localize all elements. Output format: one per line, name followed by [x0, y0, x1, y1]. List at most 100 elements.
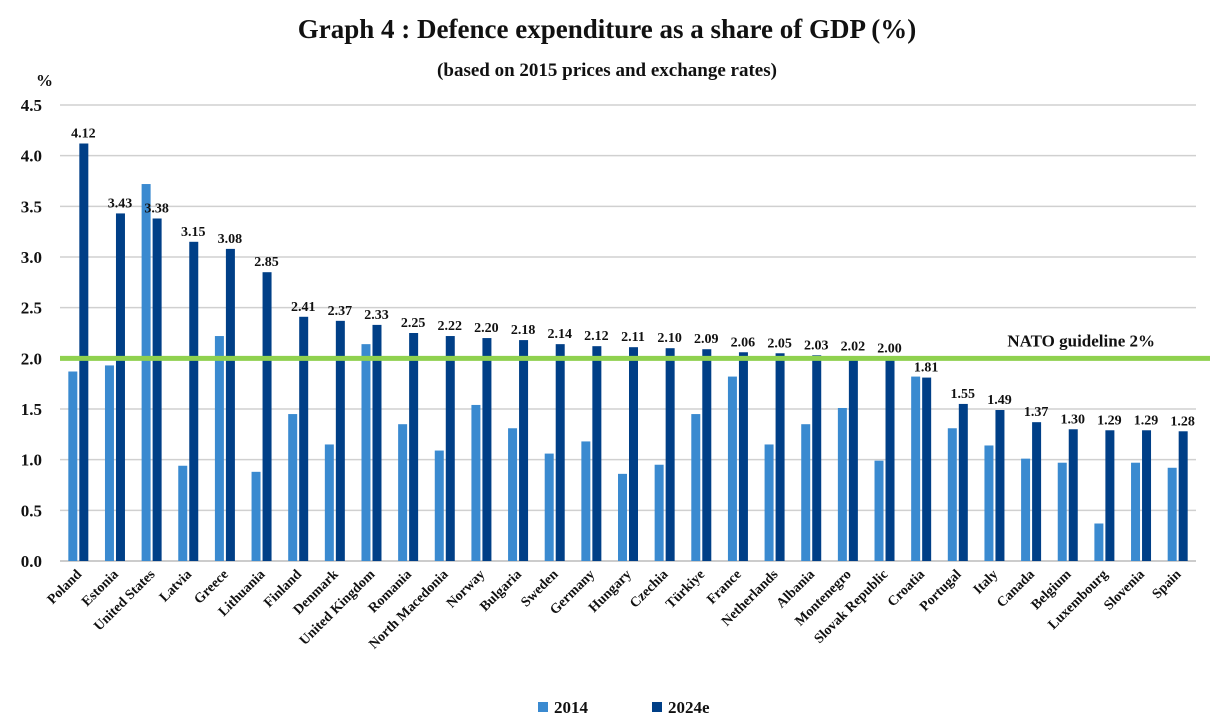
bar-2014: [544, 453, 554, 561]
data-label: 3.43: [108, 196, 133, 211]
legend-swatch: [538, 702, 548, 712]
x-tick-label: Spain: [1150, 567, 1185, 602]
bar-2014: [214, 336, 224, 561]
bar-2014: [1131, 462, 1141, 561]
bar-2024e: [555, 344, 565, 561]
y-tick-label: 2.0: [21, 349, 42, 368]
bar-2014: [1057, 462, 1067, 561]
data-label: 3.15: [181, 225, 206, 240]
data-label: 1.81: [914, 361, 939, 376]
data-label: 2.20: [474, 321, 499, 336]
data-label: 3.38: [144, 201, 169, 216]
bar-2024e: [885, 358, 895, 561]
bar-2024e: [665, 348, 675, 561]
y-tick-label: 2.5: [21, 299, 42, 318]
data-label: 1.29: [1097, 413, 1122, 428]
bar-2024e: [738, 352, 748, 561]
bar-2024e: [1032, 422, 1042, 561]
bar-2024e: [592, 346, 602, 561]
bar-2024e: [482, 338, 492, 561]
bar-2014: [471, 404, 481, 561]
data-label: 2.05: [767, 336, 792, 351]
y-tick-label: 3.5: [21, 197, 42, 216]
data-label: 2.03: [804, 338, 829, 353]
bar-2024e: [629, 347, 638, 561]
bar-2014: [104, 365, 114, 561]
bar-2024e: [995, 410, 1005, 561]
bar-2014: [764, 444, 774, 561]
legend-label: 2024e: [668, 698, 710, 717]
bar-2024e: [335, 320, 345, 561]
legend-label: 2014: [554, 698, 589, 717]
bar-2024e: [299, 316, 309, 561]
bar-2014: [361, 344, 371, 561]
bar-2024e: [225, 248, 235, 562]
x-tick-label: Türkiye: [663, 567, 708, 612]
bar-2024e: [1142, 430, 1152, 561]
bar-2014: [618, 473, 627, 561]
data-label: 2.09: [694, 332, 719, 347]
data-label: 1.30: [1060, 412, 1085, 427]
bar-2014: [1021, 458, 1031, 561]
bar-2014: [984, 445, 994, 561]
bar-2014: [654, 464, 664, 561]
y-tick-label: 1.0: [21, 451, 42, 470]
x-tick-label: Czechia: [627, 567, 671, 611]
bar-2014: [178, 465, 188, 561]
bar-2014: [911, 376, 921, 561]
bar-2014: [801, 424, 811, 561]
data-label: 1.37: [1024, 405, 1049, 420]
bar-2014: [68, 371, 78, 561]
bar-2014: [581, 441, 591, 561]
bar-2024e: [958, 403, 968, 561]
bar-2014: [324, 444, 334, 561]
chart-subtitle: (based on 2015 prices and exchange rates…: [437, 60, 777, 81]
y-tick-label: 1.5: [21, 400, 42, 419]
bar-2014: [691, 414, 701, 561]
bar-2024e: [702, 349, 712, 561]
bar-2014: [837, 407, 847, 561]
bar-2014: [288, 414, 298, 561]
bar-2014: [141, 184, 151, 562]
data-label: 1.49: [987, 393, 1012, 408]
bar-2024e: [262, 272, 272, 561]
data-label: 2.06: [731, 335, 756, 350]
bar-2014: [1094, 523, 1104, 561]
x-tick-label: Poland: [45, 567, 85, 607]
bar-2024e: [115, 213, 125, 561]
data-label: 1.29: [1134, 413, 1159, 428]
chart-title: Graph 4 : Defence expenditure as a share…: [297, 14, 917, 44]
data-label: 1.28: [1170, 414, 1195, 429]
data-label: 2.41: [291, 300, 316, 315]
data-label: 2.85: [254, 255, 279, 270]
data-label: 1.55: [951, 387, 976, 402]
bar-2024e: [812, 355, 822, 561]
data-label: 2.37: [328, 304, 353, 319]
nato-guideline-label: NATO guideline 2%: [1007, 331, 1155, 350]
y-axis-label: %: [36, 71, 53, 90]
y-tick-label: 0.0: [21, 552, 42, 571]
bar-2024e: [1068, 429, 1078, 561]
bar-2014: [398, 424, 408, 561]
bar-2024e: [775, 353, 785, 561]
bar-2014: [251, 471, 261, 561]
data-label: 2.14: [547, 327, 572, 342]
bar-2024e: [79, 143, 89, 562]
y-tick-label: 4.0: [21, 147, 42, 166]
bar-2024e: [152, 218, 162, 561]
bar-2024e: [372, 324, 382, 561]
bar-2014: [947, 428, 957, 561]
bar-2024e: [445, 336, 455, 561]
bar-2024e: [189, 241, 199, 562]
bar-2024e: [1178, 431, 1188, 561]
data-label: 2.00: [877, 341, 902, 356]
y-tick-label: 4.5: [21, 96, 42, 115]
bar-2024e: [409, 333, 419, 561]
bar-2024e: [1105, 430, 1115, 561]
y-tick-label: 3.0: [21, 248, 42, 267]
data-label: 2.25: [401, 316, 426, 331]
bar-2014: [508, 428, 518, 561]
data-label: 2.10: [657, 331, 682, 346]
data-label: 2.02: [841, 339, 866, 354]
